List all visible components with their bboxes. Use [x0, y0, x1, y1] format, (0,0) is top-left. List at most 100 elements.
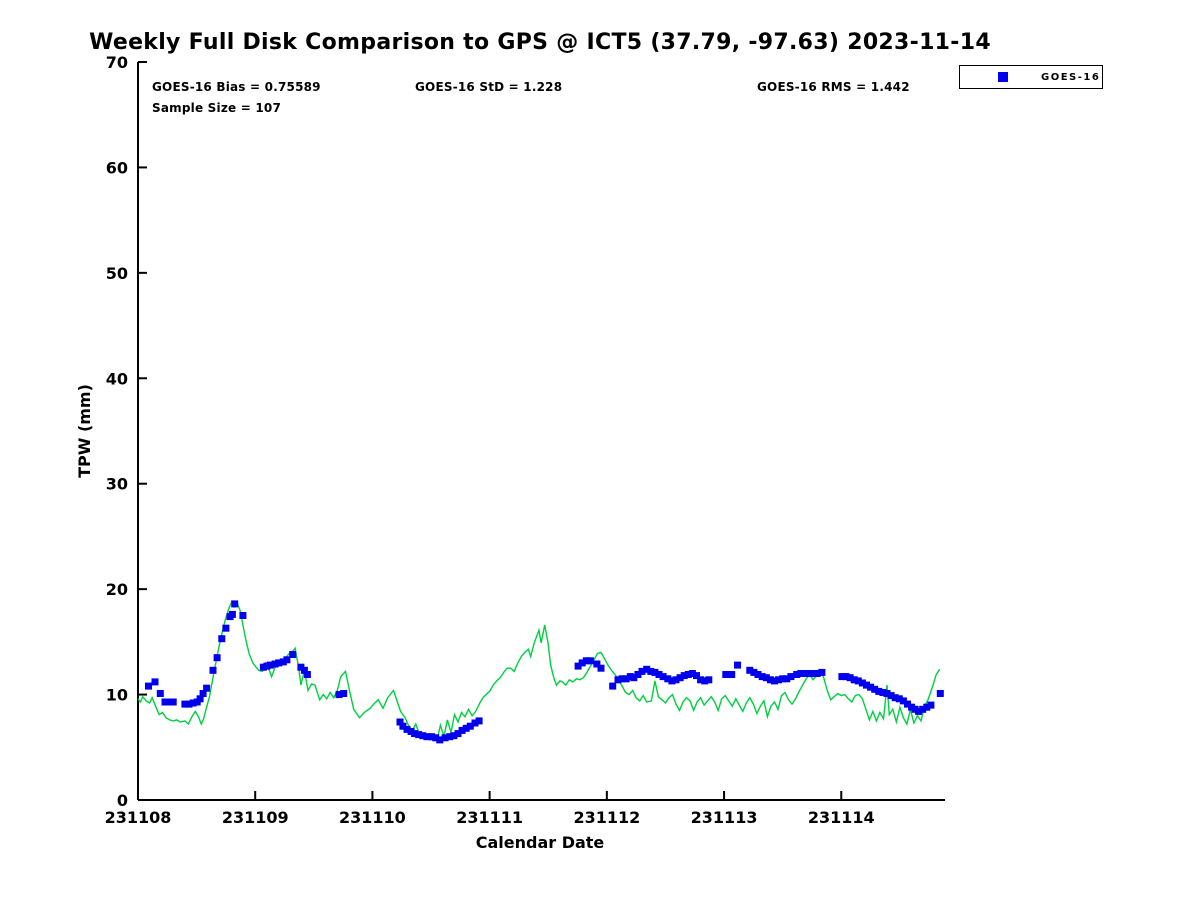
goes16-point: [638, 667, 646, 675]
goes16-point: [403, 725, 411, 733]
x-tick-label: 231110: [339, 808, 406, 827]
goes16-point: [151, 678, 159, 686]
goes16-point: [289, 651, 297, 658]
goes16-point: [899, 697, 907, 705]
goes16-point: [688, 670, 696, 677]
goes16-point: [863, 681, 870, 689]
goes16-point: [622, 675, 630, 683]
goes16-point: [771, 677, 778, 685]
goes16-point: [335, 691, 343, 699]
x-tick-label: 231109: [222, 808, 289, 827]
goes16-point: [842, 673, 850, 681]
goes16-point: [891, 694, 899, 702]
tick-marks: [137, 61, 843, 801]
goes16-point: [754, 671, 762, 678]
goes16-point: [597, 664, 605, 672]
goes16-point: [728, 671, 736, 678]
goes16-point: [919, 705, 927, 713]
goes16-point: [609, 682, 617, 690]
y-tick-label: 30: [106, 475, 128, 494]
goes16-point: [185, 700, 193, 708]
goes16-point: [762, 674, 770, 682]
goes16-point: [936, 690, 944, 697]
goes16-points: [145, 600, 944, 744]
goes16-point: [659, 673, 667, 681]
goes16-point: [196, 695, 204, 703]
goes16-point: [415, 731, 423, 739]
y-tick-label: 50: [106, 264, 128, 283]
goes16-point: [846, 674, 854, 682]
goes16-point: [746, 666, 754, 674]
x-tick-label: 231114: [808, 808, 875, 827]
y-tick-label: 20: [106, 580, 128, 599]
goes16-point: [303, 671, 311, 678]
goes16-point: [705, 676, 713, 684]
y-tick-label: 60: [106, 158, 128, 177]
axes: [137, 62, 945, 801]
goes16-point: [222, 624, 230, 632]
goes16-point: [672, 676, 680, 684]
goes16-point: [651, 668, 659, 676]
goes16-point: [793, 671, 801, 678]
goes16-point: [419, 732, 427, 740]
goes16-point: [199, 690, 207, 697]
x-tick-label: 231108: [105, 808, 172, 827]
goes16-point: [722, 671, 730, 678]
goes16-point: [582, 657, 590, 665]
stat-sample-size: Sample Size = 107: [152, 101, 282, 115]
y-tick-label: 0: [117, 791, 128, 810]
goes16-point: [586, 657, 594, 665]
x-tick-label: 231112: [573, 808, 640, 827]
goes16-point: [867, 683, 875, 691]
goes16-point: [923, 703, 931, 711]
goes16-point: [750, 668, 758, 676]
goes16-point: [593, 660, 601, 668]
goes16-point: [697, 676, 705, 684]
goes16-point: [209, 666, 217, 674]
stat-std: GOES-16 StD = 1.228: [415, 80, 563, 94]
goes16-point: [466, 722, 474, 730]
goes16-point: [813, 670, 821, 677]
goes16-point: [758, 673, 766, 681]
goes16-point: [279, 658, 287, 666]
goes16-point: [436, 736, 444, 744]
goes16-point: [432, 734, 440, 742]
goes16-point: [664, 675, 672, 683]
goes16-point: [854, 677, 862, 685]
goes16-point: [156, 690, 164, 697]
goes16-point: [458, 726, 466, 734]
goes16-point: [454, 730, 462, 738]
goes16-point: [169, 698, 177, 706]
goes16-point: [801, 670, 809, 677]
goes16-point: [797, 670, 805, 677]
goes16-point: [578, 659, 586, 667]
goes16-point: [399, 722, 407, 730]
goes16-point: [574, 662, 582, 670]
goes16-point: [441, 734, 449, 742]
goes16-point: [647, 667, 655, 675]
goes16-point: [684, 671, 692, 678]
goes16-point: [693, 672, 700, 680]
goes16-point: [927, 701, 935, 709]
goes16-point: [838, 673, 846, 681]
goes16-point: [471, 719, 479, 727]
y-axis-label: TPW (mm): [75, 384, 94, 478]
legend: GOES-16: [959, 65, 1103, 89]
goes16-point: [618, 675, 626, 683]
goes16-point: [680, 672, 688, 680]
stat-rms: GOES-16 RMS = 1.442: [757, 80, 910, 94]
goes16-point: [275, 659, 283, 667]
y-tick-label: 70: [106, 53, 128, 72]
goes16-point: [450, 732, 458, 740]
goes16-point: [779, 675, 787, 683]
goes16-point: [228, 610, 236, 618]
goes16-point: [396, 718, 404, 726]
goes16-point: [895, 695, 903, 703]
goes16-point: [189, 699, 197, 707]
goes16-point: [701, 677, 709, 685]
goes16-point: [668, 677, 676, 685]
tick-labels: 0 10 20 30 40 50 60 70 231108 231109 231110 231111 2…: [105, 53, 875, 827]
x-axis-label: Calendar Date: [476, 833, 605, 852]
goes16-point: [428, 733, 436, 741]
